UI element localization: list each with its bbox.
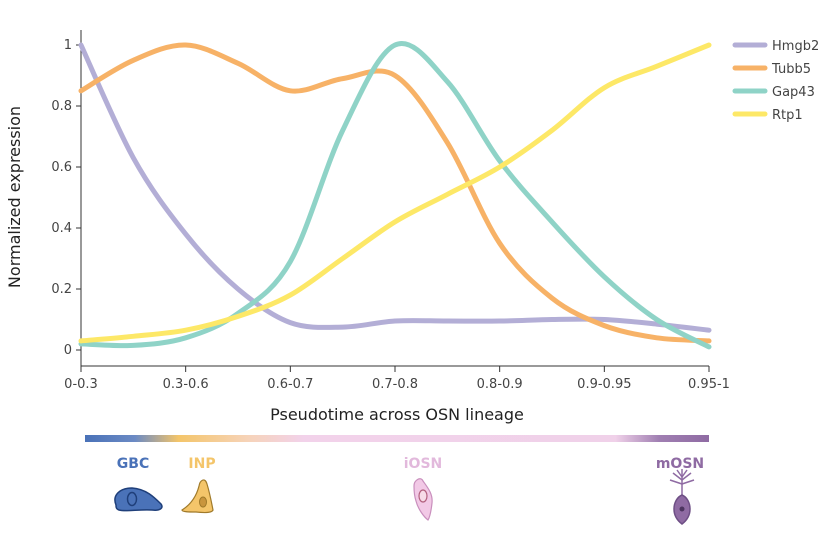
x-tick-label: 0.7-0.8 bbox=[372, 377, 418, 392]
x-tick-label: 0.3-0.6 bbox=[163, 377, 209, 392]
legend-label-hmgb2[interactable]: Hmgb2 bbox=[772, 39, 819, 54]
y-ticks: 0 0.2 0.4 0.6 0.8 1 bbox=[51, 38, 81, 358]
lineage-gradient-bar bbox=[85, 435, 709, 442]
legend-label-gap43[interactable]: Gap43 bbox=[772, 85, 815, 100]
y-axis-title: Normalized expression bbox=[5, 106, 24, 288]
x-ticks: 0-0.3 0.3-0.6 0.6-0.7 0.7-0.8 0.8-0.9 0.9-0.9… bbox=[64, 366, 730, 392]
x-tick-label: 0.9-0.95 bbox=[577, 377, 631, 392]
series-line-rtp1 bbox=[78, 42, 712, 344]
series-layer bbox=[78, 41, 712, 350]
stage-label-inp: INP bbox=[188, 456, 215, 472]
inp-cell-icon bbox=[181, 479, 214, 514]
legend-label-rtp1[interactable]: Rtp1 bbox=[772, 108, 803, 123]
stage-label-mosn: mOSN bbox=[656, 456, 704, 472]
series-line-gap43 bbox=[78, 41, 712, 350]
gbc-cell-icon bbox=[114, 487, 163, 512]
x-axis-title: Pseudotime across OSN lineage bbox=[270, 405, 524, 424]
x-tick-label: 0-0.3 bbox=[64, 377, 98, 392]
x-tick-label: 0.6-0.7 bbox=[267, 377, 313, 392]
stage-label-gbc: GBC bbox=[117, 456, 149, 472]
iosn-cell-icon bbox=[413, 478, 433, 521]
stage-label-iosn: iOSN bbox=[404, 456, 443, 472]
x-tick-label: 0.95-1 bbox=[688, 377, 730, 392]
x-tick-label: 0.8-0.9 bbox=[477, 377, 523, 392]
y-tick-label: 0.6 bbox=[51, 160, 72, 175]
y-tick-label: 0.4 bbox=[51, 221, 72, 236]
legend-label-tubb5[interactable]: Tubb5 bbox=[771, 62, 811, 77]
y-tick-label: 0.8 bbox=[51, 99, 72, 114]
y-tick-label: 1 bbox=[64, 38, 72, 53]
y-tick-label: 0.2 bbox=[51, 282, 72, 297]
series-line-hmgb2 bbox=[78, 42, 712, 333]
series-line-tubb5 bbox=[78, 42, 712, 344]
y-tick-label: 0 bbox=[64, 343, 72, 358]
legend[interactable]: Hmgb2 Tubb5 Gap43 Rtp1 bbox=[732, 39, 819, 123]
mosn-neuron-icon bbox=[669, 469, 695, 525]
